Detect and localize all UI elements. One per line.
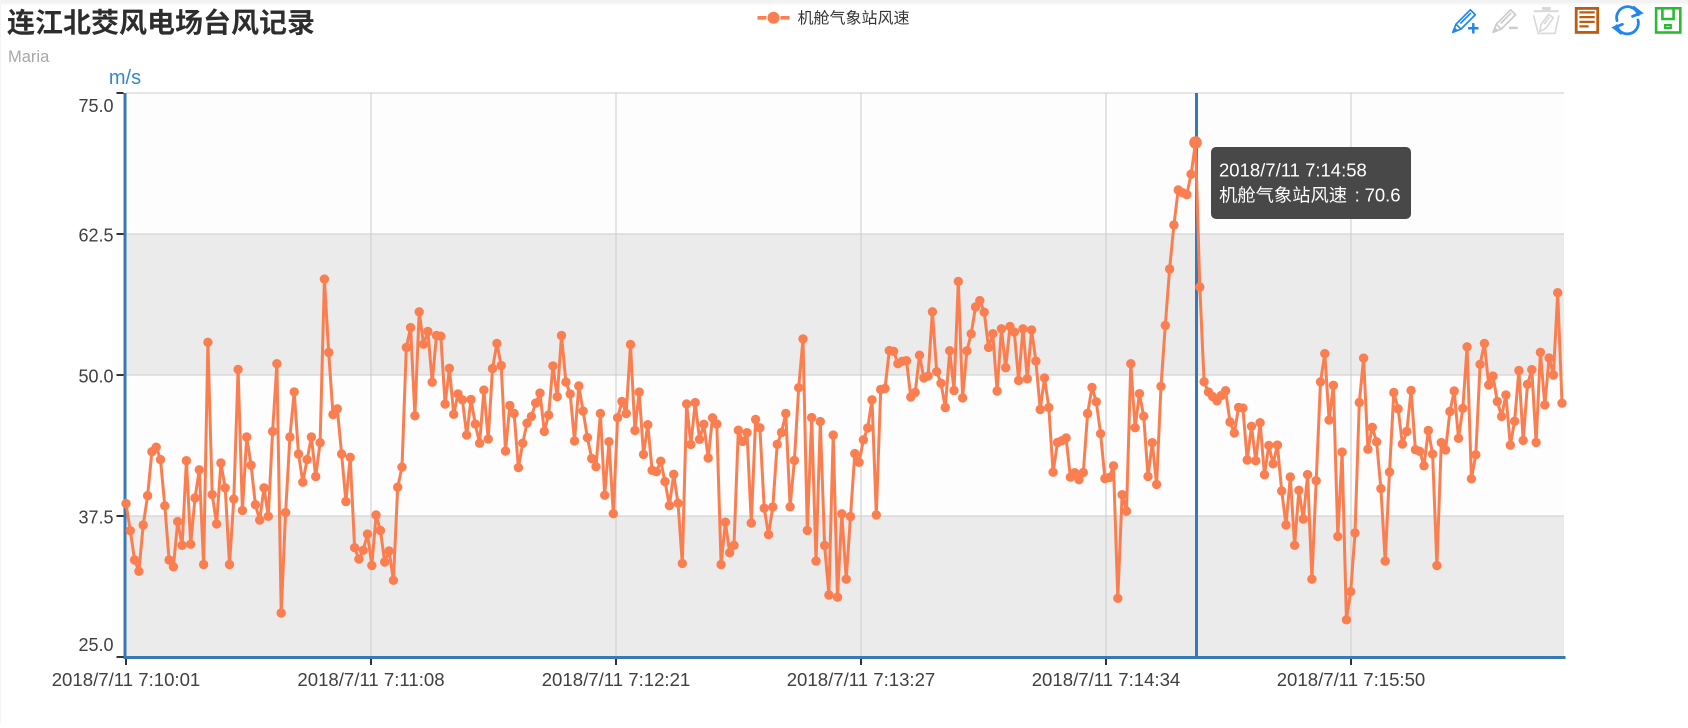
svg-text:25.0: 25.0 xyxy=(78,635,113,655)
svg-text:2018/7/11 7:14:58: 2018/7/11 7:14:58 xyxy=(1219,160,1367,181)
svg-text:2018/7/11 7:10:01: 2018/7/11 7:10:01 xyxy=(52,669,201,690)
svg-text:62.5: 62.5 xyxy=(78,225,113,245)
svg-text:2018/7/11 7:15:50: 2018/7/11 7:15:50 xyxy=(1277,669,1426,690)
svg-text:75.0: 75.0 xyxy=(78,96,113,116)
svg-text:Maria: Maria xyxy=(8,48,50,66)
svg-text:2018/7/11 7:12:21: 2018/7/11 7:12:21 xyxy=(542,669,691,690)
svg-text:37.5: 37.5 xyxy=(78,507,113,527)
svg-text:2018/7/11 7:11:08: 2018/7/11 7:11:08 xyxy=(297,669,444,690)
svg-text::: : xyxy=(1355,185,1360,206)
svg-text:2018/7/11 7:13:27: 2018/7/11 7:13:27 xyxy=(787,669,936,690)
svg-text:70.6: 70.6 xyxy=(1365,185,1401,206)
svg-text:50.0: 50.0 xyxy=(78,366,113,386)
svg-text:m/s: m/s xyxy=(109,67,141,89)
svg-text:2018/7/11 7:14:34: 2018/7/11 7:14:34 xyxy=(1032,669,1181,690)
